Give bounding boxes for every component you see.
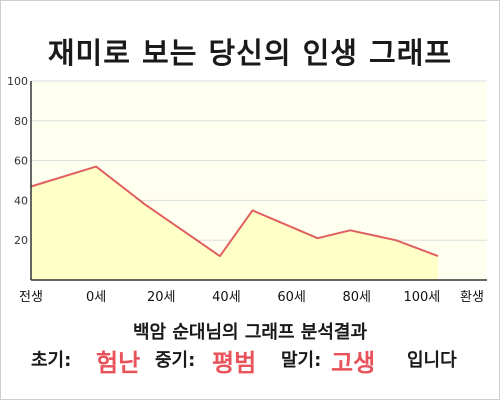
y-tick-100: 100 [7, 75, 28, 88]
y-tick-labels: 20 40 60 80 100 [7, 75, 28, 247]
series-line [30, 165, 439, 258]
y-tick-80: 80 [14, 115, 28, 128]
x-tick-3: 40세 [212, 290, 241, 305]
early-label: 초기: [31, 350, 72, 371]
analysis-subtitle: 백암 순대님의 그래프 분석결과 [132, 322, 368, 343]
middle-label: 중기: [155, 350, 196, 371]
x-tick-2: 20세 [147, 290, 176, 305]
x-tick-6: 100세 [403, 290, 440, 305]
y-tick-60: 60 [14, 155, 28, 168]
summary-ending: 입니다 [407, 350, 457, 371]
x-tick-5: 80세 [342, 290, 371, 305]
chart-title: 재미로 보는 당신의 인생 그래프 [47, 36, 453, 70]
grid-lines [31, 80, 487, 241]
y-tick-40: 40 [14, 194, 28, 207]
life-graph-chart: 20 40 60 80 100 전생 0세 20세 40세 60세 80세 100세 환생 [7, 75, 487, 305]
x-tick-labels: 전생 0세 20세 40세 60세 80세 100세 환생 [19, 290, 484, 305]
early-value: 험난 [96, 349, 141, 377]
late-value: 고생 [331, 349, 376, 377]
y-tick-20: 20 [14, 234, 28, 247]
x-tick-1: 0세 [86, 290, 106, 305]
x-tick-4: 60세 [277, 290, 306, 305]
late-label: 말기: [281, 350, 322, 371]
x-tick-0: 전생 [19, 290, 43, 305]
middle-value: 평범 [212, 349, 257, 377]
x-tick-7: 환생 [460, 290, 484, 305]
